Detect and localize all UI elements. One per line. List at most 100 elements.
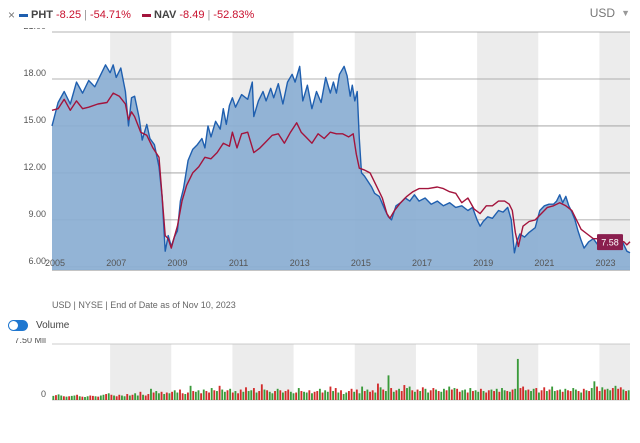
y-tick-label: 21.00 [23,28,46,31]
series-areas [52,64,630,271]
volume-bar [453,388,456,400]
volume-bar [461,390,464,400]
x-tick-label: 2019 [473,258,493,268]
volume-bar [482,391,485,400]
volume-bar [458,391,461,400]
volume-bar [551,386,554,400]
volume-tick-label: 0 [41,389,46,399]
volume-bar [569,391,572,400]
volume-bar [429,390,432,400]
volume-bar [144,395,147,400]
volume-bar [371,390,374,400]
volume-bar [245,387,247,400]
volume-bar [437,391,440,400]
volume-bar [305,392,308,400]
volume-bar [237,393,239,400]
volume-bar [374,392,377,400]
volume-bar [134,393,137,400]
volume-bars [52,358,630,400]
volume-bar [432,388,435,400]
volume-bar [403,385,406,400]
volume-bar [384,391,387,400]
volume-bar [514,388,517,400]
volume-bar [176,392,179,400]
volume-year-band [232,344,294,400]
volume-bar [358,393,361,400]
close-icon[interactable]: × [8,8,16,22]
currency-selector[interactable]: USD ▼ [590,6,630,20]
x-tick-label: 2011 [229,258,248,268]
volume-bar [311,393,313,400]
volume-bar [303,391,305,400]
volume-bar [345,392,348,400]
volume-bar [231,392,234,400]
year-band [599,32,630,270]
nav-legend-change: -8.49 [179,9,205,21]
volume-bar [440,391,443,400]
volume-bar [585,390,588,400]
volume-bar [276,388,279,400]
volume-bar [242,391,245,400]
x-tick-label: 2021 [534,258,554,268]
volume-bar [295,392,298,400]
volume-year-band [110,344,172,400]
volume-bar [516,358,519,400]
volume-bar [73,395,76,400]
volume-bar [205,391,208,400]
volume-bar [363,391,366,400]
volume-bar [598,391,601,400]
volume-bar [342,394,345,400]
volume-bar [604,389,606,400]
volume-bar [171,391,174,400]
volume-bar [252,388,255,400]
volume-bar [78,396,81,400]
volume-bar [318,388,321,400]
volume-bar [574,389,577,400]
volume-bar [184,394,187,400]
volume-bar [553,391,556,400]
volume-toggle[interactable]: Volume [8,320,69,331]
volume-bar [350,388,353,400]
volume-bar [619,387,622,400]
currency-label: USD [589,6,616,20]
x-tick-label: 2009 [167,258,187,268]
volume-bar [107,393,110,400]
y-tick-labels: 21.00 18.00 15.00 12.00 9.00 6.00 [23,28,46,266]
pht-legend-ticker: PHT [31,9,54,21]
volume-bar [187,392,189,400]
volume-bar [97,396,100,400]
volume-bar [382,389,385,400]
y-tick-label: 15.00 [23,115,46,125]
volume-bar [406,388,408,400]
volume-bar [208,392,210,400]
volume-bar [218,385,221,400]
volume-bar [522,386,525,400]
volume-bar [226,390,229,400]
volume-bar [115,396,118,400]
volume-bar [501,388,503,400]
volume-bar [580,392,583,400]
volume-bar [487,390,490,400]
volume-bar [65,396,68,400]
volume-bar [387,375,390,400]
y-tick-label: 18.00 [23,68,46,78]
volume-bar [313,391,316,400]
volume-bar [221,389,224,400]
volume-bar [316,391,319,400]
volume-bar [258,391,261,400]
volume-bar [590,388,593,400]
volume-bar [548,389,551,400]
volume-bar [593,381,596,400]
volume-chart: 7.50 Mil 0 [14,338,630,401]
volume-switch[interactable] [8,320,28,331]
volume-bar [413,391,416,400]
volume-bar [308,390,311,400]
volume-bar [250,390,253,400]
volume-bar [271,393,274,400]
volume-bar [81,396,84,400]
volume-bar [332,391,335,400]
volume-bar [469,388,472,400]
volume-bar [545,391,548,400]
volume-bar [300,391,303,400]
